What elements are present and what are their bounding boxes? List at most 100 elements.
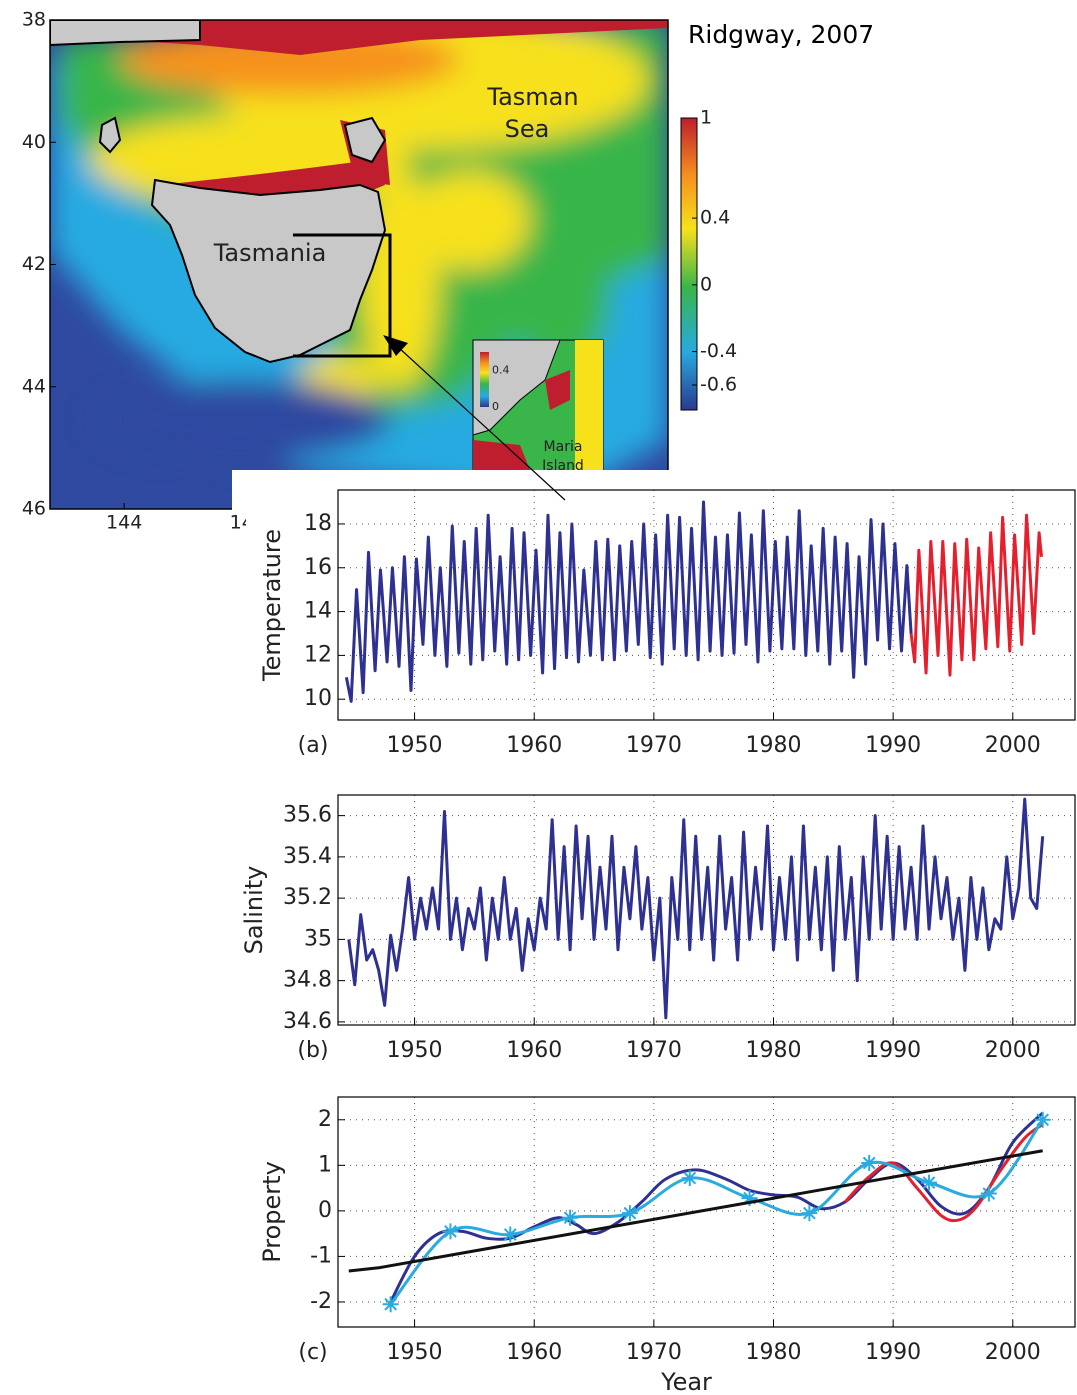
inset-colorbar-label: 0 [492,400,499,413]
panel: 10 12 14 16 18 1950 1960 1970 1980 1990 2000 (a) Tem… [258,489,1076,758]
y-tick-label: 1 [318,1152,332,1177]
y-tick-label: 16 [304,555,332,580]
star-marker [861,1155,878,1172]
star-marker [681,1170,698,1187]
panel-label: (a) [298,733,329,758]
callout-arrow [383,335,566,501]
star-marker [741,1190,758,1207]
king-island [98,116,122,154]
y-tick-label: 35 [304,926,332,951]
data-line [347,797,1045,1020]
axes-frame [337,794,1076,1026]
x-tick-label: 1990 [865,1340,921,1365]
data-line [844,1123,1044,1223]
x-tick-label: 1990 [865,733,921,758]
x-tick-label: 1970 [626,1038,682,1063]
star-marker [921,1174,938,1191]
colorbar-tick-label: 0.4 [700,207,730,229]
y-axis-label: Temperature [258,529,286,682]
y-axis-label: Property [258,1161,286,1263]
inset-warm [473,440,530,475]
colorbar-tick-label: -0.6 [700,373,737,395]
x-tick-label: 1950 [387,1340,443,1365]
y-tick-label: 34.8 [283,968,332,993]
star-marker [801,1205,818,1222]
colorbar [680,117,698,411]
data-line [348,1149,1043,1273]
y-tick-label: -2 [310,1289,332,1314]
inset-warm [545,370,570,410]
y-tick-label: 46 [22,498,46,520]
panel-label: (c) [298,1340,327,1365]
x-tick-label: 1960 [506,1340,562,1365]
y-axis-label: Salinity [240,866,268,955]
y-tick-label: 35.4 [283,844,332,869]
x-tick-label: 2000 [985,1038,1041,1063]
map: 384042444614414610.40-0.4-0.60.40Ridgway… [22,9,874,534]
inset-colorbar-label: 0.4 [492,363,510,376]
x-tick-label: 2000 [985,1340,1041,1365]
data-line [344,500,913,703]
y-tick-label: 40 [22,131,46,153]
y-tick-label: 10 [304,686,332,711]
colorbar-tick-label: 1 [700,107,712,129]
island-label: Tasmania [213,239,327,267]
region-box [293,233,392,358]
x-tick-label: 1970 [626,1340,682,1365]
colorbar-tick-label: 0 [700,273,712,295]
axes-frame [337,1096,1076,1328]
y-tick-label: 14 [304,599,332,624]
panel: -2 -1 0 1 2 1950 1960 1970 1980 1990 2000 (c) Proper… [258,1096,1076,1395]
x-tick-label: 1960 [506,1038,562,1063]
data-line [389,1111,1044,1303]
x-tick-label: 1960 [506,733,562,758]
star-marker [442,1223,459,1240]
y-tick-label: 35.6 [283,803,332,828]
mainland [50,20,201,47]
star-marker [502,1226,519,1243]
star-marker [1034,1111,1051,1128]
panel-label: (b) [297,1038,328,1063]
star-marker [382,1296,399,1313]
x-tick-label: 1970 [626,733,682,758]
x-tick-label: 1950 [387,733,443,758]
y-tick-label: 34.6 [283,1009,332,1034]
attribution: Ridgway, 2007 [688,20,874,49]
star-marker [621,1205,638,1222]
star-marker [980,1185,997,1202]
y-tick-label: 44 [22,375,46,397]
star-marker [562,1209,579,1226]
y-tick-label: 42 [22,253,46,275]
x-tick-label: 1980 [746,1340,802,1365]
y-tick-label: -1 [310,1243,332,1268]
colorbar-tick-label: -0.4 [700,340,737,362]
y-tick-label: 38 [22,9,46,31]
x-tick-label: 144 [106,512,142,534]
warm-coast [50,20,668,55]
tasmania [150,178,387,364]
x-tick-label: 1950 [387,1038,443,1063]
panel: 34.6 34.8 35 35.2 35.4 35.6 1950 1960 1970 1980 19… [240,794,1076,1063]
x-tick-label: 1980 [746,733,802,758]
sea-label: Tasman [486,83,578,111]
y-tick-label: 12 [304,642,332,667]
sst-field [50,20,668,509]
y-tick-label: 0 [318,1198,332,1223]
inset-colorbar [480,352,489,407]
data-line [909,513,1043,677]
sea-label: Sea [505,115,550,143]
x-tick-label: 2000 [985,733,1041,758]
x-tick-label: 1980 [746,1038,802,1063]
y-tick-label: 35.2 [283,885,332,910]
x-tick-label: 1990 [865,1038,921,1063]
inset-warm [575,340,603,475]
flinders-island [343,116,387,164]
y-tick-label: 18 [304,511,332,536]
axes-frame [337,489,1076,721]
inset-label: Maria [544,439,583,455]
x-axis-label: Year [660,1368,712,1395]
y-tick-label: 2 [318,1107,332,1132]
